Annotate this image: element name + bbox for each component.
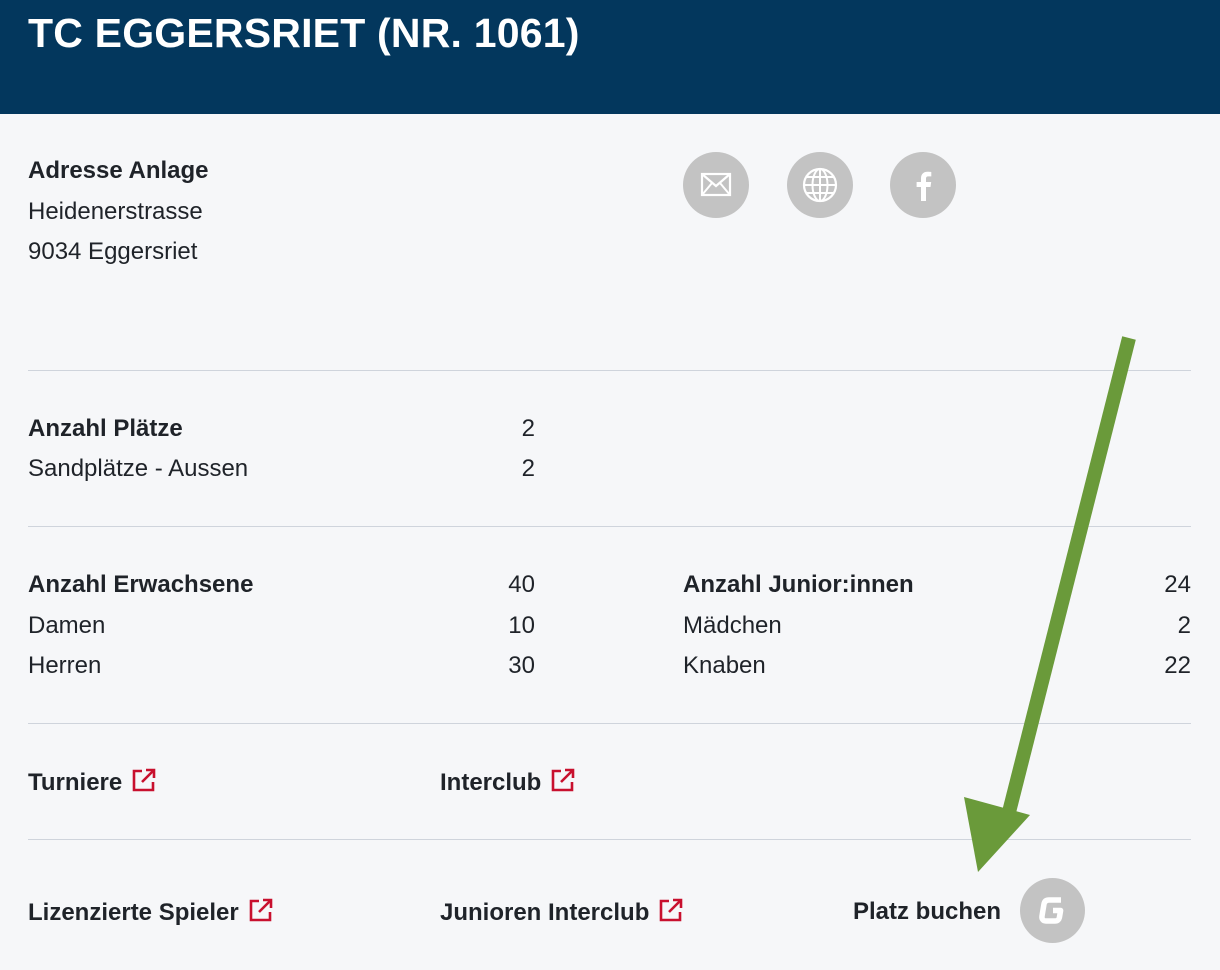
- damen-label: Damen: [28, 612, 106, 639]
- knaben-value: 22: [1164, 652, 1191, 679]
- external-link-icon: [550, 767, 576, 793]
- booking-g-icon: [1039, 897, 1064, 924]
- court-type-label: Sandplätze - Aussen: [28, 455, 249, 482]
- external-link-icon: [248, 897, 274, 923]
- damen-value: 10: [508, 612, 535, 639]
- facebook-icon: [916, 171, 932, 201]
- platz-buchen-link[interactable]: Platz buchen: [853, 897, 1001, 927]
- courts-heading: Anzahl Plätze: [28, 415, 183, 442]
- interclub-link[interactable]: Interclub: [440, 767, 576, 798]
- junioren-interclub-link[interactable]: Junioren Interclub: [440, 897, 684, 928]
- divider: [28, 723, 1191, 724]
- court-type-value: 2: [521, 455, 535, 482]
- turniere-link[interactable]: Turniere: [28, 767, 157, 798]
- junioren-interclub-label: Junioren Interclub: [440, 899, 650, 926]
- page-title: TC EGGERSRIET (NR. 1061): [28, 10, 580, 56]
- page-header: TC EGGERSRIET (NR. 1061): [0, 0, 1220, 114]
- facebook-button[interactable]: [890, 152, 956, 218]
- lizenzierte-spieler-label: Lizenzierte Spieler: [28, 899, 239, 926]
- courts-total: 2: [521, 415, 535, 442]
- divider: [28, 526, 1191, 527]
- arrow-head: [964, 797, 1030, 872]
- divider: [28, 370, 1191, 371]
- herren-value: 30: [508, 652, 535, 679]
- address-heading: Adresse Anlage: [28, 157, 209, 184]
- email-button[interactable]: [683, 152, 749, 218]
- adults-heading: Anzahl Erwachsene: [28, 571, 254, 598]
- maedchen-value: 2: [1177, 612, 1191, 639]
- address-street: Heidenerstrasse: [28, 198, 203, 225]
- turniere-label: Turniere: [28, 769, 123, 796]
- divider: [28, 839, 1191, 840]
- juniors-heading: Anzahl Junior:innen: [683, 571, 914, 598]
- external-link-icon: [131, 767, 157, 793]
- lizenzierte-spieler-link[interactable]: Lizenzierte Spieler: [28, 897, 274, 928]
- knaben-label: Knaben: [683, 652, 766, 679]
- envelope-icon: [700, 172, 732, 197]
- maedchen-label: Mädchen: [683, 612, 782, 639]
- website-button[interactable]: [787, 152, 853, 218]
- interclub-label: Interclub: [440, 769, 542, 796]
- juniors-total: 24: [1164, 571, 1191, 598]
- herren-label: Herren: [28, 652, 102, 679]
- globe-icon: [802, 167, 838, 203]
- platz-buchen-label: Platz buchen: [853, 898, 1002, 925]
- address-city: 9034 Eggersriet: [28, 238, 198, 265]
- adults-total: 40: [508, 571, 535, 598]
- booking-app-button[interactable]: [1020, 878, 1085, 943]
- external-link-icon: [658, 897, 684, 923]
